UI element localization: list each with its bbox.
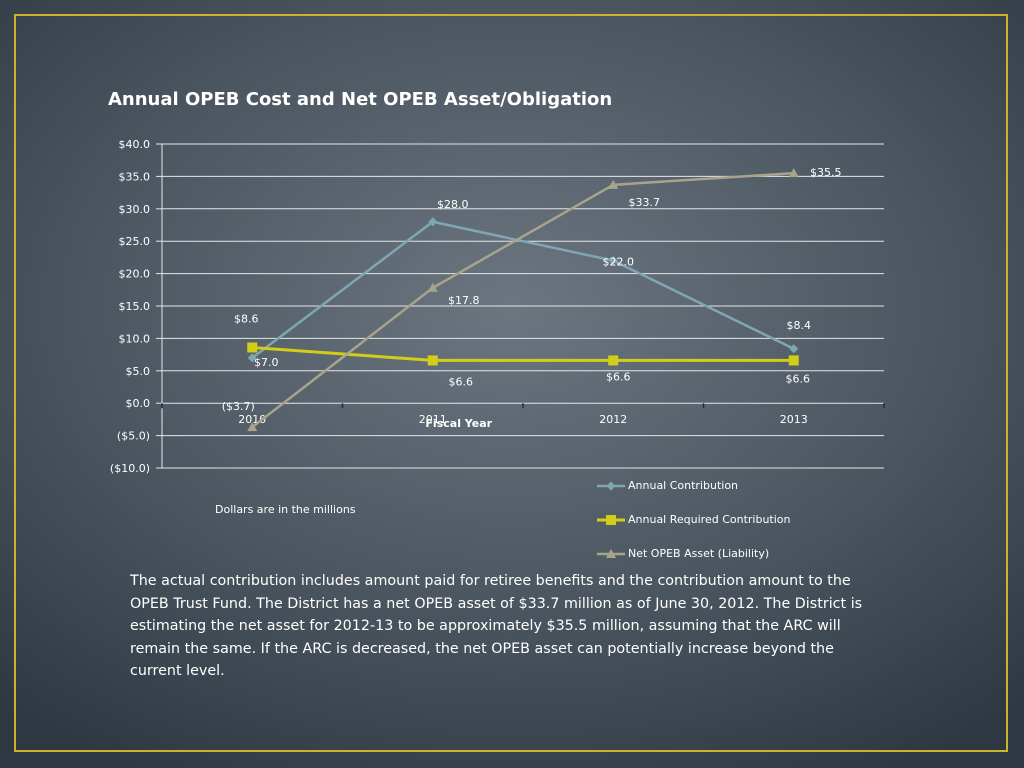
y-tick-label: $10.0 (119, 332, 151, 345)
legend-label: Annual Required Contribution (628, 513, 791, 526)
legend-diamond-marker-icon (597, 481, 625, 491)
y-tick-label: $30.0 (119, 203, 151, 216)
annual-contribution-data-label: $8.4 (787, 319, 812, 332)
legend-label: Annual Contribution (628, 479, 739, 492)
net-opeb-asset-point (608, 179, 619, 189)
net-opeb-asset-point (427, 282, 438, 292)
y-tick-label: $40.0 (119, 138, 151, 151)
y-tick-label: ($5.0) (117, 430, 150, 443)
annual-contribution-data-label: $22.0 (603, 256, 635, 269)
net-opeb-asset-data-label: $17.8 (448, 294, 480, 307)
y-tick-label: $5.0 (126, 365, 151, 378)
legend-triangle-marker-icon (597, 549, 625, 558)
annual-contribution-point (428, 217, 438, 227)
x-axis-title: Fiscal Year (425, 417, 492, 430)
x-tick-label: 2012 (599, 413, 627, 426)
legend-label: Net OPEB Asset (Liability) (628, 547, 770, 560)
annual-contribution-point (789, 344, 799, 354)
net-opeb-asset-point (247, 422, 258, 432)
x-tick-label: 2013 (780, 413, 808, 426)
annual-required-contribution-point (608, 355, 619, 366)
units-note: Dollars are in the millions (215, 503, 356, 516)
annual-required-contribution-line (252, 345, 794, 362)
chart-title: Annual OPEB Cost and Net OPEB Asset/Obli… (108, 89, 613, 110)
annual-contribution-line (251, 220, 795, 359)
annual-required-contribution-data-label: $6.6 (606, 370, 631, 383)
net-opeb-asset-data-label: ($3.7) (222, 400, 255, 413)
y-tick-label: $25.0 (119, 235, 151, 248)
explanation-text: The actual contribution includes amount … (130, 573, 863, 679)
legend-square-marker-icon (597, 515, 625, 525)
y-tick-label: ($10.0) (110, 462, 150, 475)
annual-required-contribution-data-label: $6.6 (449, 375, 474, 388)
net-opeb-asset-line (251, 171, 794, 429)
net-opeb-asset-data-label: $33.7 (629, 196, 661, 209)
y-tick-label: $20.0 (119, 268, 151, 281)
annual-required-contribution-point (788, 355, 799, 366)
y-tick-label: $0.0 (126, 397, 151, 410)
annual-required-contribution-point (427, 355, 438, 366)
annual-required-contribution-point (247, 342, 258, 353)
slide-frame (14, 14, 1008, 752)
annual-required-contribution-data-label: $8.6 (234, 312, 259, 325)
annual-required-contribution-data-label: $6.6 (786, 372, 811, 385)
annual-contribution-data-label: $28.0 (437, 198, 469, 211)
annual-contribution-data-label: $7.0 (254, 356, 279, 369)
net-opeb-asset-data-label: $35.5 (810, 166, 842, 179)
x-tick-label: 2011 (419, 413, 447, 426)
net-opeb-asset-point (788, 168, 799, 178)
y-tick-label: $15.0 (119, 300, 151, 313)
annual-contribution-point (608, 256, 618, 266)
y-tick-label: $35.0 (119, 170, 151, 183)
annual-contribution-point (247, 353, 257, 363)
